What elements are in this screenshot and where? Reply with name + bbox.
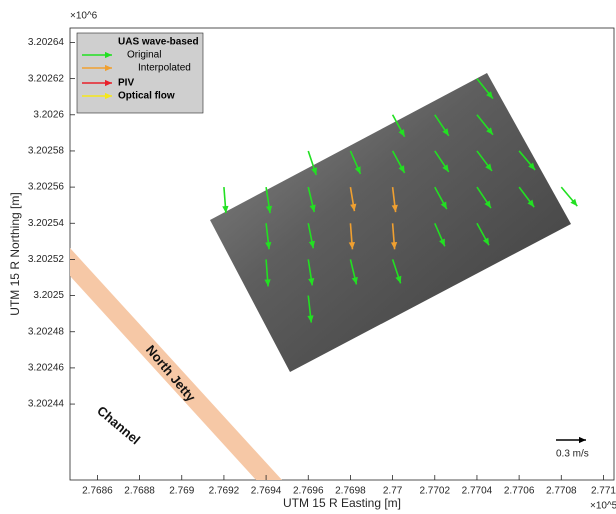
y-tick-label: 3.20244 bbox=[28, 399, 65, 410]
x-tick-label: 2.7688 bbox=[124, 486, 155, 497]
x-tick-label: 2.7702 bbox=[419, 486, 450, 497]
legend-label: Original bbox=[127, 50, 161, 61]
x-tick-label: 2.7696 bbox=[293, 486, 324, 497]
x-tick-label: 2.7686 bbox=[82, 486, 113, 497]
x-axis-title: UTM 15 R Easting [m] bbox=[283, 496, 401, 510]
x-tick-label: 2.769 bbox=[169, 486, 194, 497]
y-tick-label: 3.20264 bbox=[28, 37, 65, 48]
y-tick-label: 3.20256 bbox=[28, 182, 65, 193]
x-tick-label: 2.7706 bbox=[504, 486, 535, 497]
legend-label: Optical flow bbox=[118, 91, 175, 102]
x-tick-label: 2.7694 bbox=[251, 486, 282, 497]
legend: UAS wave-based Original Interpolated PIV Op… bbox=[77, 33, 203, 113]
legend-title: UAS wave-based bbox=[118, 37, 199, 48]
key-label: 0.3 m/s bbox=[556, 449, 589, 460]
y-tick-label: 3.20252 bbox=[28, 254, 65, 265]
x-tick-label: 2.7692 bbox=[209, 486, 240, 497]
y-tick-label: 3.20262 bbox=[28, 73, 65, 84]
x-exponent: ×10^5 bbox=[590, 501, 616, 512]
x-tick-label: 2.7698 bbox=[335, 486, 366, 497]
y-tick-label: 3.20254 bbox=[28, 218, 65, 229]
y-axis-title: UTM 15 R Northing [m] bbox=[8, 192, 22, 315]
y-exponent: ×10^6 bbox=[70, 11, 98, 22]
x-tick-label: 2.771 bbox=[591, 486, 616, 497]
x-tick-label: 2.7704 bbox=[462, 486, 493, 497]
y-tick-label: 3.20258 bbox=[28, 146, 65, 157]
y-tick-label: 3.2026 bbox=[33, 109, 64, 120]
legend-label: PIV bbox=[118, 78, 134, 89]
x-tick-label: 2.77 bbox=[383, 486, 403, 497]
y-tick-label: 3.20248 bbox=[28, 326, 65, 337]
y-tick-label: 3.2025 bbox=[33, 290, 64, 301]
y-tick-label: 3.20246 bbox=[28, 363, 65, 374]
chart: North Jetty Channel ×10^6 ×10^5 UTM 15 R… bbox=[0, 0, 616, 514]
legend-label: Interpolated bbox=[138, 63, 191, 74]
x-tick-label: 2.7708 bbox=[546, 486, 577, 497]
